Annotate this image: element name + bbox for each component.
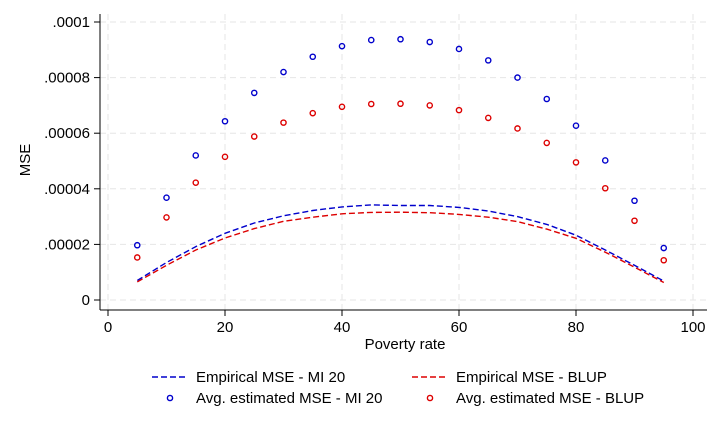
data-point xyxy=(163,194,170,201)
legend-label: Empirical MSE - MI 20 xyxy=(196,369,345,386)
x-axis-title: Poverty rate xyxy=(365,336,446,353)
x-tick-label: 0 xyxy=(104,319,112,336)
data-point xyxy=(192,179,200,186)
axes: 0 .00002 .00004 .00006 .00008 .0001 0 20 40 60 80 1… xyxy=(44,14,707,336)
series xyxy=(133,35,668,284)
data-point xyxy=(660,244,668,252)
data-point xyxy=(455,45,463,53)
data-point xyxy=(221,117,229,125)
data-point xyxy=(572,122,580,129)
data-point xyxy=(133,241,141,249)
data-point xyxy=(367,36,375,44)
data-point xyxy=(309,109,317,117)
legend-item: Avg. estimated MSE - BLUP xyxy=(426,390,644,407)
data-point xyxy=(572,159,580,166)
data-point xyxy=(250,133,258,140)
data-point xyxy=(221,153,229,161)
data-point xyxy=(660,256,668,264)
data-point xyxy=(280,119,287,126)
data-point xyxy=(543,95,551,103)
legend-swatch xyxy=(426,394,434,402)
x-tick-label: 20 xyxy=(217,319,234,336)
x-tick-label: 100 xyxy=(680,319,705,336)
data-point xyxy=(338,103,346,111)
legend-swatch xyxy=(166,394,174,402)
data-point xyxy=(192,152,200,159)
data-point xyxy=(367,100,375,108)
legend-item: Avg. estimated MSE - MI 20 xyxy=(166,390,382,407)
series-1 xyxy=(136,211,665,284)
x-tick-label: 40 xyxy=(334,319,351,336)
y-tick-label: .00004 xyxy=(44,181,90,198)
series-line xyxy=(136,204,665,282)
data-point xyxy=(543,139,551,147)
data-point xyxy=(250,89,258,97)
data-point xyxy=(309,53,317,61)
data-point xyxy=(133,254,141,261)
y-tick-label: .00006 xyxy=(44,125,90,142)
data-point xyxy=(455,106,463,114)
y-axis-title: MSE xyxy=(17,144,34,177)
data-point xyxy=(601,184,609,192)
data-point xyxy=(397,35,404,43)
legend-label: Avg. estimated MSE - BLUP xyxy=(456,390,644,407)
data-point xyxy=(631,217,638,225)
data-point xyxy=(484,114,492,122)
data-point xyxy=(426,38,434,46)
data-point xyxy=(514,125,521,132)
x-tick-label: 80 xyxy=(568,319,585,336)
data-point xyxy=(514,74,521,81)
legend-label: Avg. estimated MSE - MI 20 xyxy=(196,390,382,407)
data-point xyxy=(601,157,609,164)
y-tick-label: .00002 xyxy=(44,236,90,253)
data-point xyxy=(426,102,434,109)
y-tick-label: 0 xyxy=(82,292,90,309)
x-tick-label: 60 xyxy=(451,319,468,336)
data-point xyxy=(163,214,170,221)
axis-labels: Poverty rate MSE xyxy=(17,144,445,353)
legend-item: Empirical MSE - MI 20 xyxy=(152,369,345,386)
legend-label: Empirical MSE - BLUP xyxy=(456,369,607,386)
legend-item: Empirical MSE - BLUP xyxy=(412,369,607,386)
data-point xyxy=(484,57,492,64)
data-point xyxy=(631,197,638,205)
series-line xyxy=(136,211,665,284)
data-point xyxy=(397,100,404,108)
y-tick-label: .0001 xyxy=(52,14,90,31)
series-3 xyxy=(133,100,668,264)
series-0 xyxy=(136,204,665,282)
y-tick-label: .00008 xyxy=(44,70,90,87)
legend: Empirical MSE - MI 20 Empirical MSE - BLU… xyxy=(152,369,644,407)
data-point xyxy=(338,42,346,50)
data-point xyxy=(280,68,287,76)
series-2 xyxy=(133,35,668,252)
